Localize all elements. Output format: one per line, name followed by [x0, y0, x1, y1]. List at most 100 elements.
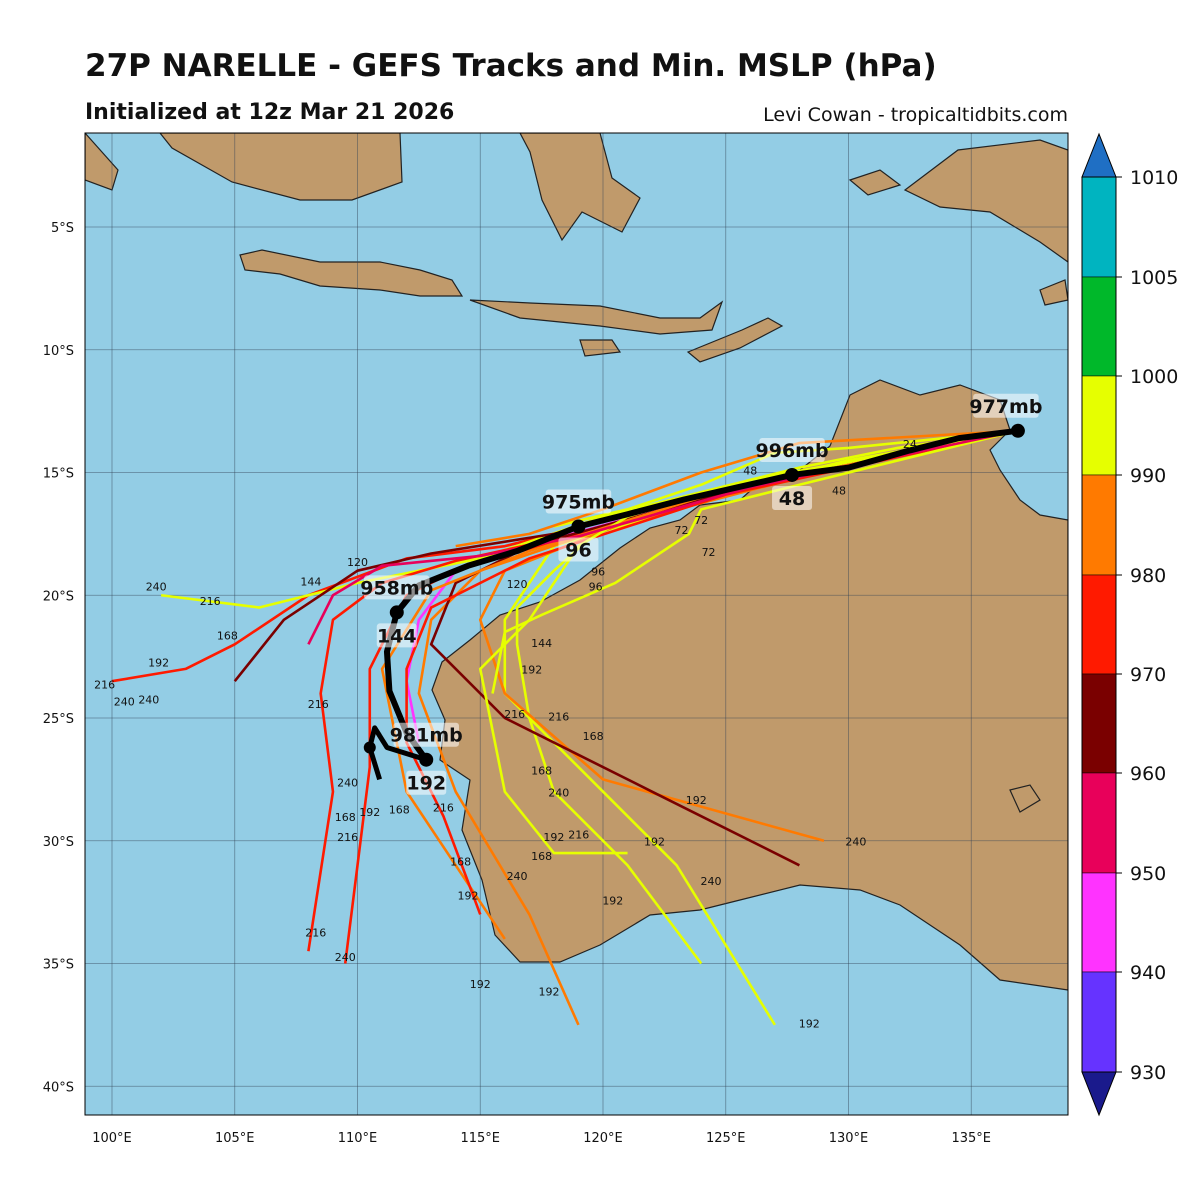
mean-hour-label: 144 — [377, 625, 417, 647]
pressure-label-bg — [973, 393, 1039, 418]
track-point-marker — [363, 741, 376, 754]
forecast-hour-label: 168 — [389, 803, 410, 816]
forecast-hour-label: 216 — [568, 828, 589, 841]
forecast-hour-label: 192 — [470, 978, 491, 991]
lon-tick-label: 135°E — [951, 1131, 991, 1146]
track-point-marker — [785, 467, 800, 482]
colorbar-segment — [1081, 971, 1117, 1073]
mean-track-extension — [367, 725, 427, 781]
pressure-label-bg — [759, 437, 825, 462]
ensemble-track — [405, 429, 1019, 915]
lon-tick-label: 130°E — [829, 1131, 869, 1146]
colorbar-segment — [1081, 872, 1117, 973]
hour-label-bg — [406, 770, 447, 795]
ensemble-track — [417, 429, 1019, 1026]
land-polygon — [686, 317, 784, 363]
forecast-hour-label: 192 — [148, 656, 169, 669]
land-polygon — [159, 133, 403, 201]
forecast-hour-label: 240 — [138, 693, 159, 706]
lon-tick-label: 115°E — [460, 1131, 500, 1146]
chart-title: 27P NARELLE - GEFS Tracks and Min. MSLP … — [85, 48, 937, 84]
forecast-hour-label: 216 — [337, 831, 358, 844]
init-time: Initialized at 12z Mar 21 2026 — [85, 100, 455, 125]
forecast-hour-label: 192 — [686, 794, 707, 807]
land-polygon — [848, 169, 902, 196]
forecast-hour-label: 216 — [200, 595, 221, 608]
forecast-hour-label: 120 — [507, 578, 528, 591]
hour-label-bg — [558, 537, 599, 562]
land-polygon — [431, 379, 1068, 991]
colorbar-frame — [1081, 176, 1117, 1073]
colorbar-over-arrow — [1081, 132, 1117, 178]
colorbar-label: 990 — [1130, 465, 1166, 487]
colorbar-under-arrow — [1081, 1071, 1117, 1117]
colorbar-label: 1000 — [1130, 366, 1178, 388]
colorbar-segment — [1081, 474, 1117, 576]
forecast-hour-label: 96 — [591, 565, 605, 578]
pressure-label-bg — [545, 489, 612, 514]
colorbar-label: 970 — [1130, 664, 1166, 686]
lat-tick-label: 40°S — [43, 1080, 74, 1095]
lat-tick-label: 15°S — [43, 467, 74, 482]
lat-tick-label: 25°S — [43, 712, 74, 727]
land-polygon — [239, 249, 464, 297]
colorbar-segment — [1081, 276, 1117, 377]
colorbar-segment — [1081, 772, 1117, 874]
min-pressure-label: 981mb — [390, 725, 463, 747]
forecast-hour-label: 240 — [701, 875, 722, 888]
lon-tick-label: 110°E — [338, 1131, 378, 1146]
forecast-hour-label: 48 — [743, 465, 757, 478]
forecast-hour-label: 96 — [589, 580, 603, 593]
forecast-hour-label: 192 — [644, 836, 665, 849]
land-polygon — [469, 299, 724, 335]
forecast-hour-label: 240 — [845, 836, 866, 849]
colorbar-segment — [1081, 673, 1117, 774]
track-point-marker — [571, 519, 586, 534]
forecast-hour-label: 168 — [583, 730, 604, 743]
forecast-hour-label: 240 — [146, 580, 167, 593]
colorbar-label: 1005 — [1130, 267, 1178, 289]
forecast-hour-label: 192 — [602, 895, 623, 908]
colorbar-segment — [1081, 375, 1117, 476]
mean-hour-label: 192 — [406, 773, 446, 795]
mean-track: 977mb 996mb 48 975mb 96 958mb 144 981mb 192 — [360, 393, 1042, 795]
forecast-hour-label: 240 — [507, 870, 528, 883]
lon-tick-label: 125°E — [706, 1131, 746, 1146]
forecast-hour-label: 72 — [702, 546, 716, 559]
colorbar-label: 950 — [1130, 863, 1166, 885]
pressure-label-bg — [364, 575, 430, 600]
pressure-label-bg — [393, 722, 459, 747]
forecast-hour-label: 240 — [335, 951, 356, 964]
hour-label-bg — [376, 623, 417, 648]
min-pressure-label: 958mb — [360, 577, 433, 599]
forecast-hour-label: 192 — [799, 1017, 820, 1030]
forecast-hour-label: 24 — [903, 438, 917, 451]
mean-hour-label: 96 — [565, 540, 591, 562]
lon-tick-label: 105°E — [215, 1131, 255, 1146]
credit: Levi Cowan - tropicaltidbits.com — [763, 104, 1068, 126]
colorbar-label: 980 — [1130, 565, 1166, 587]
colorbar-label: 1010 — [1130, 167, 1178, 189]
track-point-marker — [389, 605, 404, 620]
lon-tick-label: 100°E — [92, 1131, 132, 1146]
forecast-hour-label: 216 — [308, 698, 329, 711]
land-polygon — [1039, 279, 1068, 306]
min-pressure-label: 977mb — [969, 396, 1042, 418]
lat-tick-label: 5°S — [51, 221, 74, 236]
forecast-hour-label: 168 — [531, 850, 552, 863]
min-pressure-label: 996mb — [756, 440, 829, 462]
forecast-hour-label: 240 — [114, 696, 135, 709]
forecast-hour-label: 120 — [347, 556, 368, 569]
lat-tick-label: 20°S — [43, 589, 74, 604]
forecast-hour-label: 192 — [538, 985, 559, 998]
forecast-hour-label: 240 — [337, 777, 358, 790]
axis-ticks: 100°E 105°E 110°E 115°E 120°E 125°E 130°E 135°E… — [43, 221, 991, 1146]
forecast-hour-label: 192 — [521, 664, 542, 677]
forecast-hour-label: 72 — [694, 514, 708, 527]
forecast-hour-label: 192 — [359, 806, 380, 819]
lat-tick-label: 35°S — [43, 958, 74, 973]
forecast-hour-label: 48 — [832, 485, 846, 498]
forecast-hour-label: 240 — [548, 786, 569, 799]
forecast-hour-label: 72 — [675, 524, 689, 537]
